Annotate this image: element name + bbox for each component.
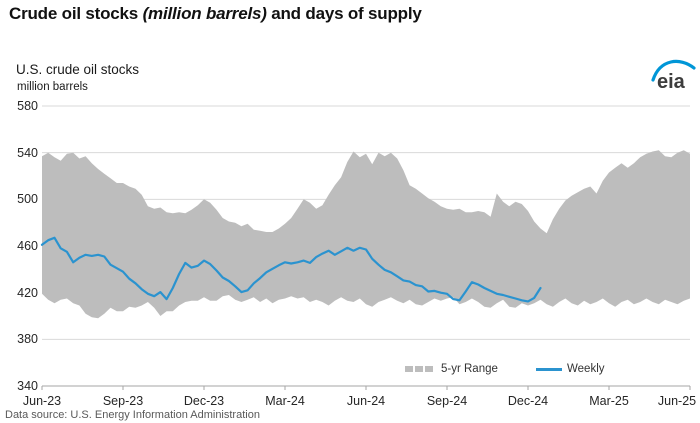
- data-source-note: Data source: U.S. Energy Information Adm…: [5, 409, 260, 421]
- weekly-line: [40, 236, 542, 303]
- y-tick-label: 580: [17, 99, 38, 113]
- x-tick-label: Jun-23: [22, 394, 62, 408]
- y-tick-label: 500: [17, 192, 38, 207]
- title-italic: (million barrels): [142, 4, 267, 23]
- x-tick-label: Mar-25: [589, 394, 629, 408]
- eia-logo-text: eia: [657, 71, 686, 93]
- y-tick-label: 380: [17, 332, 38, 347]
- x-tick-label: Dec-24: [507, 394, 549, 408]
- y-tick-label: 540: [17, 145, 38, 160]
- x-tick-label: Sep-24: [426, 394, 468, 408]
- title-part1: Crude oil stocks: [9, 4, 143, 23]
- eia-logo: eia: [651, 59, 696, 93]
- five-year-range-area: [42, 150, 690, 319]
- legend-range: 5-yr Range: [405, 363, 498, 375]
- title-part2: and days of supply: [266, 4, 422, 23]
- y-axis-unit-label: million barrels: [17, 81, 88, 93]
- x-tick-label: Sep-23: [102, 394, 144, 408]
- y-tick-label: 460: [17, 239, 38, 253]
- weekly-line-icon: [536, 367, 562, 371]
- legend-range-label: 5-yr Range: [441, 363, 498, 375]
- y-tick-label: 340: [17, 379, 38, 393]
- y-tick-label: 420: [17, 285, 38, 300]
- x-tick-label: Jun-25: [657, 394, 697, 408]
- legend-weekly: Weekly: [536, 363, 605, 375]
- range-swatch-icon: [405, 366, 435, 372]
- x-tick-label: Dec-23: [183, 394, 225, 408]
- legend-weekly-label: Weekly: [567, 363, 605, 375]
- page-title: Crude oil stocks (million barrels) and d…: [9, 4, 422, 24]
- eia-logo-arc-icon: [651, 59, 696, 82]
- x-tick-label: Mar-24: [265, 394, 305, 408]
- x-tick-label: Jun-24: [346, 394, 386, 408]
- chart-subtitle: U.S. crude oil stocks: [16, 62, 140, 77]
